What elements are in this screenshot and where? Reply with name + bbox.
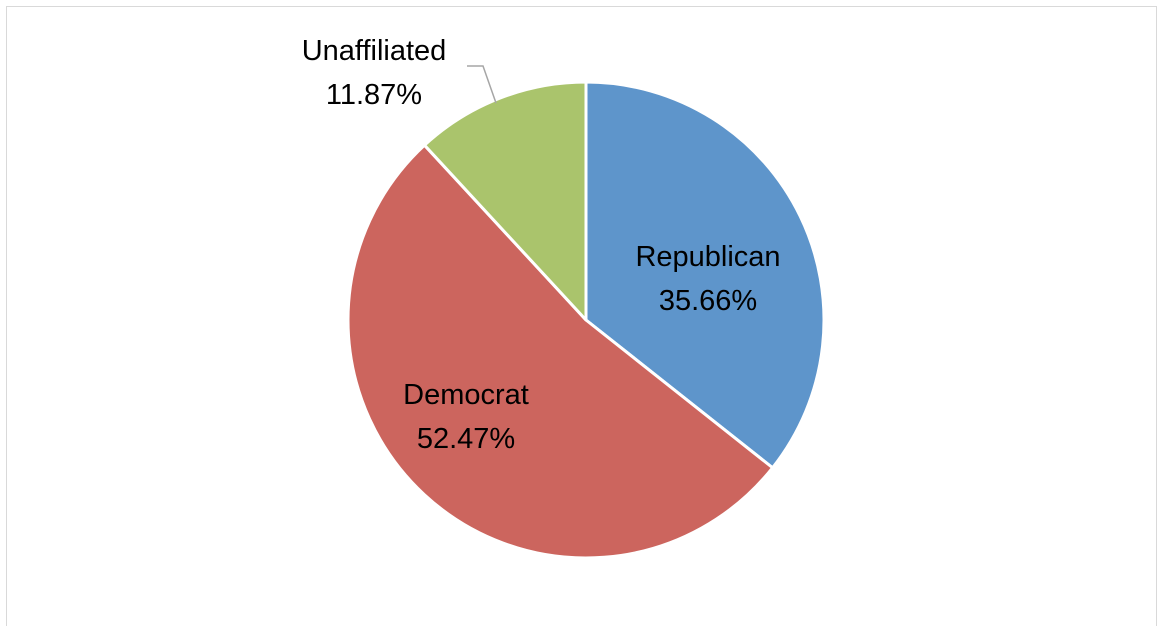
unaffiliated-percent: 11.87% xyxy=(326,79,422,111)
pie-slice-republican xyxy=(584,80,826,470)
pie-slice-unaffiliated xyxy=(423,80,588,322)
pie-slice-democrat xyxy=(346,143,775,560)
democrat-percent: 52.47% xyxy=(417,423,515,455)
republican-label: Republican xyxy=(635,241,780,273)
republican-percent: 35.66% xyxy=(659,285,757,317)
unaffiliated-leader-line xyxy=(467,65,497,104)
democrat-label: Democrat xyxy=(403,379,529,411)
pie-slices xyxy=(346,80,826,560)
unaffiliated-label: Unaffiliated xyxy=(302,35,447,67)
